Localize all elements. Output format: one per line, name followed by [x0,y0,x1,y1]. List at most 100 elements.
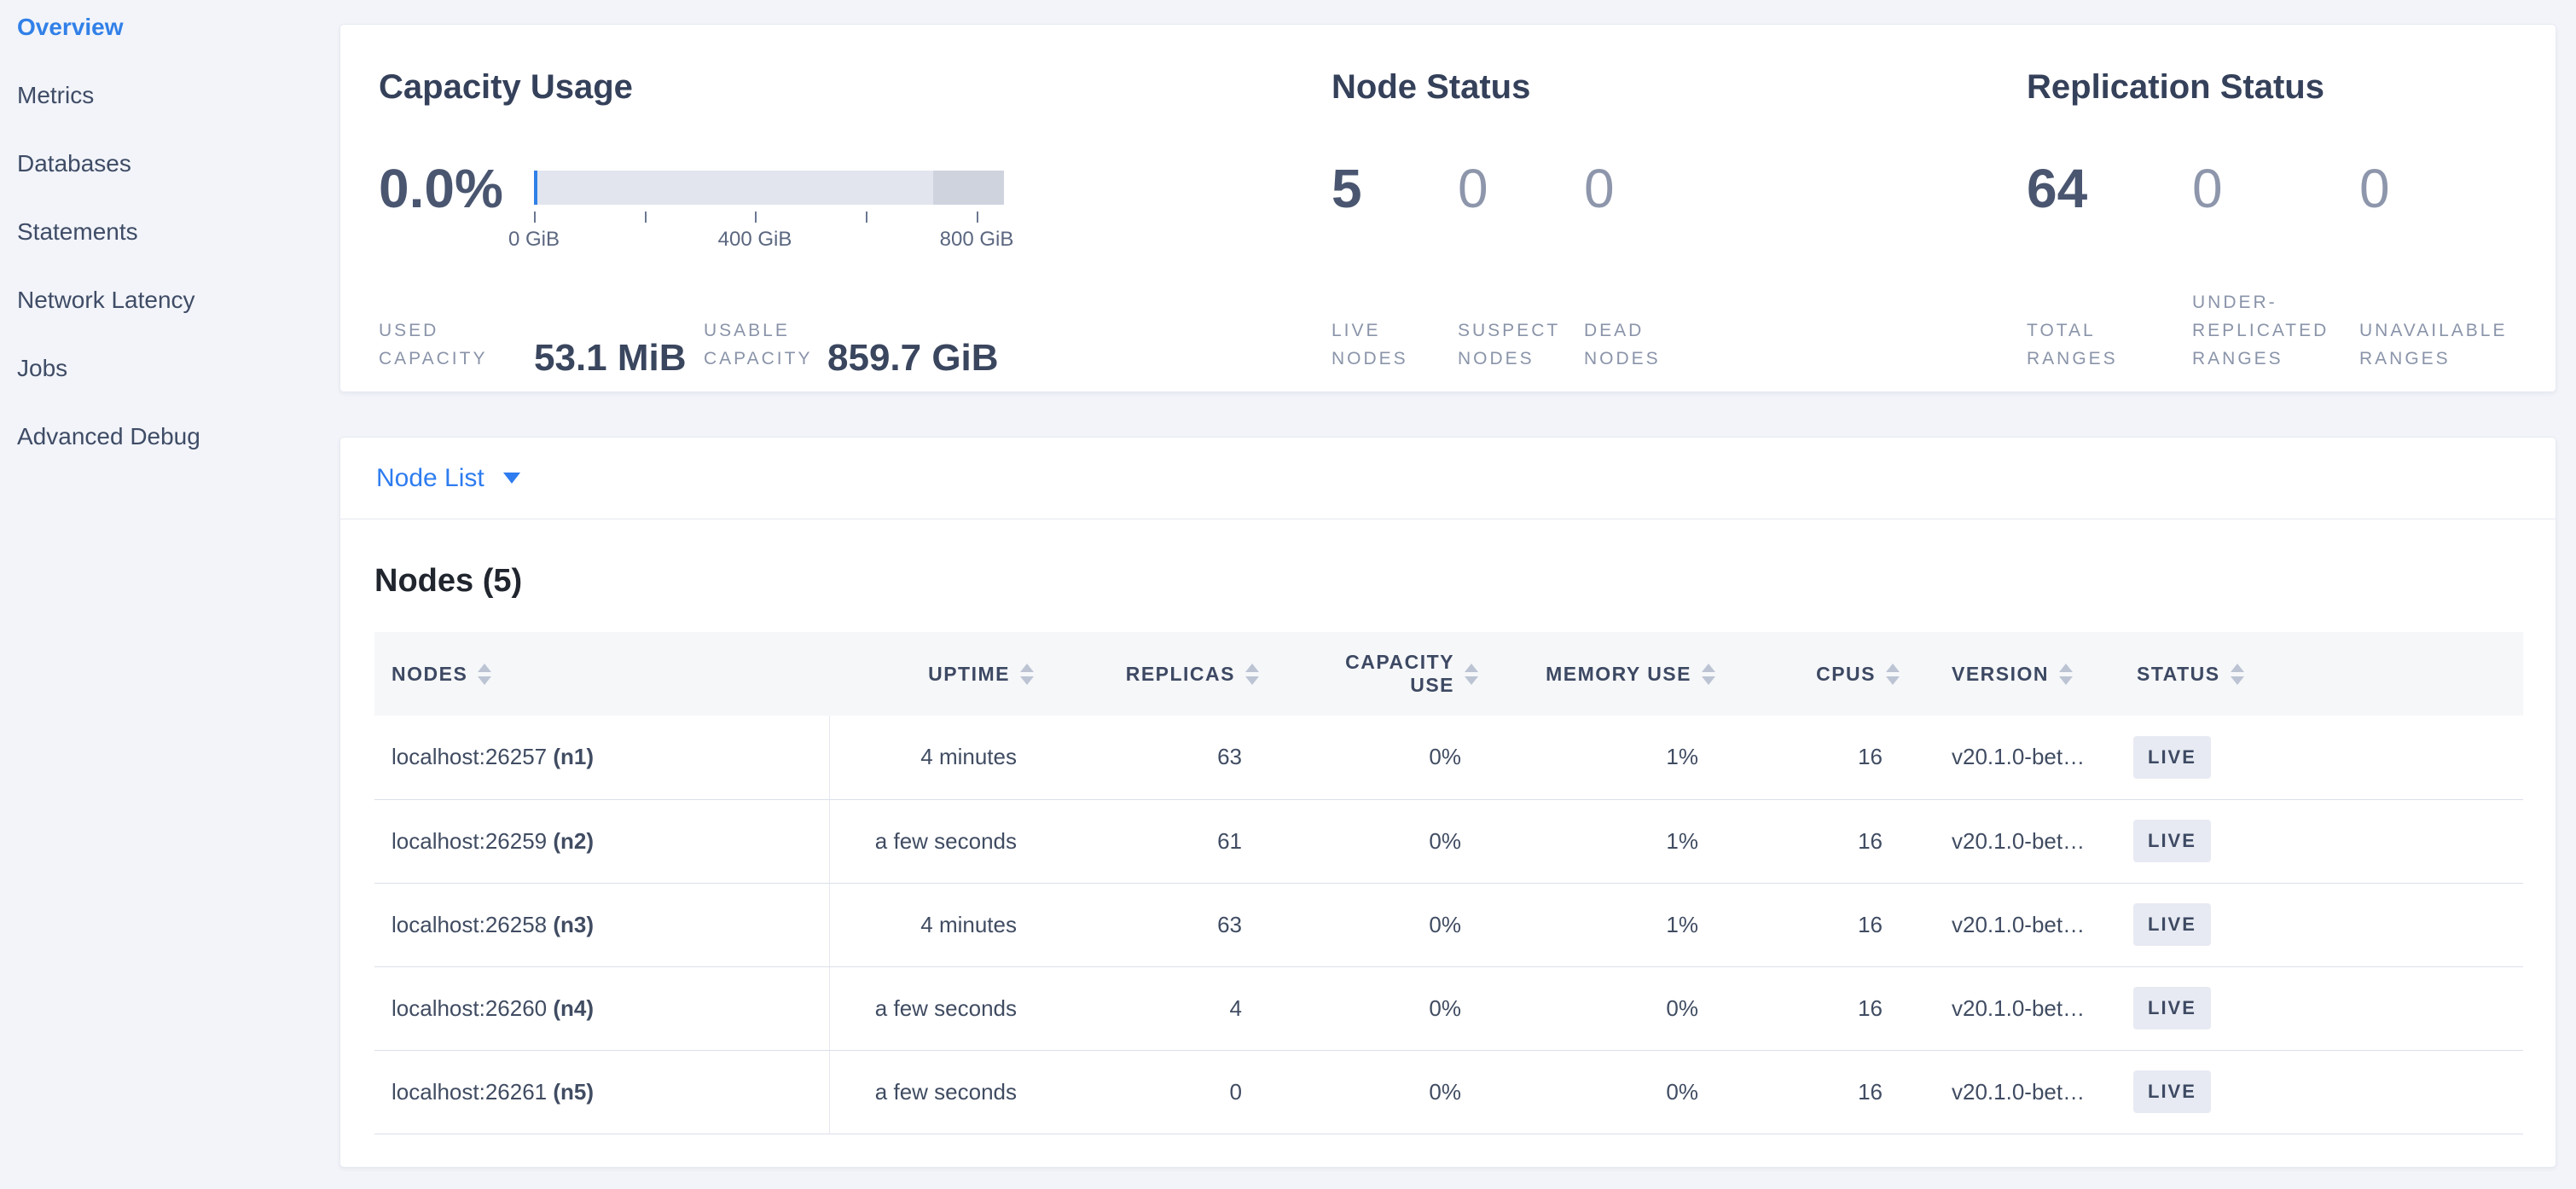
sort-icon [478,663,492,685]
replicas-cell: 61 [1034,799,1259,884]
version-cell: v20.1.0-bet… [1900,966,2133,1051]
table-row[interactable]: localhost:26257 (n1) 4 minutes 63 0% 1% … [374,716,2523,800]
sidebar: Overview Metrics Databases Statements Ne… [0,0,338,1189]
sort-icon [2230,663,2244,685]
capacity-used-percent: 0.0% [379,158,503,219]
sort-icon [1465,663,1478,685]
column-label: MEMORY USE [1546,662,1691,685]
node-list-dropdown[interactable]: Node List [340,438,2556,519]
axis-tick [534,212,536,223]
sidebar-item-advanced-debug[interactable]: Advanced Debug [17,423,200,450]
memory-use-cell: 0% [1478,966,1715,1051]
nodes-table-title: Nodes (5) [374,563,523,599]
axis-tick [645,212,647,223]
column-header-nodes[interactable]: NODES [374,632,829,716]
node-id: (n1) [553,744,595,770]
cpus-cell: 16 [1715,1050,1900,1134]
capacity-use-cell: 0% [1259,966,1478,1051]
used-capacity-label: USED CAPACITY [379,321,488,368]
status-badge: LIVE [2133,987,2211,1030]
unavailable-ranges-count: 0 [2359,158,2390,219]
node-id: (n3) [553,911,595,937]
column-header-uptime[interactable]: UPTIME [829,632,1034,716]
dead-nodes-count: 0 [1584,158,1615,219]
node-address[interactable]: localhost:26261 [392,1078,548,1105]
version-cell: v20.1.0-bet… [1900,1050,2133,1134]
axis-tick [977,212,978,223]
sidebar-item-statements[interactable]: Statements [17,218,138,245]
sidebar-item-metrics[interactable]: Metrics [17,82,95,108]
status-badge: LIVE [2133,1070,2211,1113]
usable-capacity-label: USABLE CAPACITY [704,321,813,368]
node-status-title: Node Status [1332,68,1531,106]
capacity-usage-title: Capacity Usage [379,68,633,106]
sort-icon [1702,663,1715,685]
column-header-replicas[interactable]: REPLICAS [1034,632,1259,716]
cpus-cell: 16 [1715,966,1900,1051]
under-replicated-ranges-count: 0 [2192,158,2223,219]
uptime-cell: a few seconds [829,966,1034,1051]
node-list-card: Node List Nodes (5) NODES UPTIME REPLI [339,437,2556,1168]
version-cell: v20.1.0-bet… [1900,799,2133,884]
dead-nodes-label: DEAD NODES [1584,321,1661,368]
usable-capacity-value: 859.7 GiB [827,337,999,379]
replicas-cell: 0 [1034,1050,1259,1134]
status-badge: LIVE [2133,903,2211,946]
node-list-dropdown-label: Node List [376,463,484,492]
table-row[interactable]: localhost:26259 (n2) a few seconds 61 0%… [374,799,2523,884]
column-header-capacity-use[interactable]: CAPACITY USE [1259,632,1478,716]
memory-use-cell: 1% [1478,716,1715,800]
sort-icon [1245,663,1259,685]
table-row[interactable]: localhost:26260 (n4) a few seconds 4 0% … [374,966,2523,1051]
column-header-cpus[interactable]: CPUS [1715,632,1900,716]
table-header-row: NODES UPTIME REPLICAS CAPACITY USE MEMOR… [374,632,2523,716]
capacity-use-cell: 0% [1259,1050,1478,1134]
table-row[interactable]: localhost:26261 (n5) a few seconds 0 0% … [374,1050,2523,1134]
node-address[interactable]: localhost:26259 [392,827,548,854]
axis-tick-label: 800 GiB [939,228,1014,251]
axis-tick [866,212,867,223]
sidebar-item-jobs[interactable]: Jobs [17,355,68,381]
sort-icon [1886,663,1900,685]
column-header-status[interactable]: STATUS [2133,632,2523,716]
sidebar-item-databases[interactable]: Databases [17,150,131,177]
replicas-cell: 63 [1034,716,1259,800]
node-address[interactable]: localhost:26257 [392,744,548,770]
suspect-nodes-label: SUSPECT NODES [1458,321,1560,368]
capacity-use-cell: 0% [1259,799,1478,884]
uptime-cell: a few seconds [829,799,1034,884]
cluster-summary-card: Capacity Usage 0.0% 0 GiB 400 GiB 800 Gi… [339,24,2556,392]
node-address[interactable]: localhost:26258 [392,911,548,937]
table-row[interactable]: localhost:26258 (n3) 4 minutes 63 0% 1% … [374,883,2523,967]
node-id: (n5) [553,1078,595,1105]
column-label: NODES [392,662,468,685]
node-address[interactable]: localhost:26260 [392,995,548,1021]
version-cell: v20.1.0-bet… [1900,883,2133,967]
sidebar-item-overview[interactable]: Overview [17,14,124,40]
cpus-cell: 16 [1715,716,1900,800]
capacity-bar [534,171,1004,205]
status-badge: LIVE [2133,820,2211,862]
memory-use-cell: 1% [1478,883,1715,967]
unavailable-ranges-label: UNAVAILABLE RANGES [2359,321,2508,368]
column-label: CAPACITY USE [1345,651,1454,696]
total-ranges-label: TOTAL RANGES [2027,321,2118,368]
chevron-down-icon [502,473,520,484]
column-header-version[interactable]: VERSION [1900,632,2133,716]
memory-use-cell: 0% [1478,1050,1715,1134]
sidebar-item-network-latency[interactable]: Network Latency [17,287,195,313]
status-badge: LIVE [2133,735,2211,779]
column-label: UPTIME [928,662,1010,685]
main-content: Capacity Usage 0.0% 0 GiB 400 GiB 800 Gi… [339,24,2556,1168]
live-nodes-count: 5 [1332,158,1362,219]
column-label: REPLICAS [1125,662,1235,685]
node-id: (n2) [553,827,595,854]
replication-status-title: Replication Status [2027,68,2324,106]
axis-tick-label: 0 GiB [508,228,560,251]
sort-icon [1020,663,1034,685]
capacity-use-cell: 0% [1259,716,1478,800]
uptime-cell: 4 minutes [829,883,1034,967]
capacity-bar-reserved-segment [932,171,1004,205]
column-header-memory-use[interactable]: MEMORY USE [1478,632,1715,716]
